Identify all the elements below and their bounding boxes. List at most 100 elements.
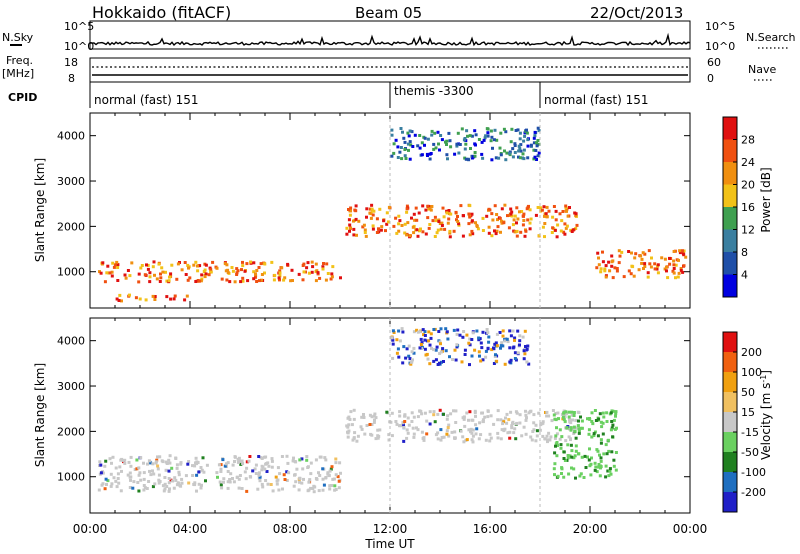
echo-cell: [454, 421, 458, 424]
echo-cell: [377, 227, 380, 231]
echo-cell: [186, 462, 190, 466]
echo-cell: [267, 464, 271, 468]
echo-cell: [385, 211, 389, 215]
echo-cell: [183, 298, 187, 302]
echo-cell: [551, 409, 555, 412]
echo-cell: [156, 464, 160, 468]
echo-cell: [225, 263, 229, 267]
echo-cell: [118, 465, 122, 469]
echo-cell: [376, 436, 380, 440]
echo-cell: [612, 418, 616, 422]
echo-cell: [597, 463, 601, 466]
echo-cell: [511, 147, 515, 151]
echo-cell: [253, 467, 257, 471]
echo-cell: [601, 432, 605, 436]
echo-cell: [553, 436, 557, 440]
echo-cell: [339, 471, 342, 475]
echo-cell: [455, 142, 459, 146]
echo-cell: [507, 226, 511, 230]
echo-cell: [128, 293, 131, 297]
echo-cell: [126, 269, 130, 272]
echo-cell: [593, 468, 597, 472]
echo-cell: [278, 274, 282, 278]
echo-cell: [334, 461, 338, 465]
echo-cell: [488, 432, 492, 436]
echo-cell: [117, 481, 121, 485]
echo-cell: [409, 360, 413, 364]
echo-cell: [195, 473, 199, 477]
echo-cell: [499, 437, 503, 441]
echo-cell: [357, 219, 361, 223]
echo-cell: [503, 149, 506, 153]
echo-cell: [149, 473, 153, 477]
echo-cell: [643, 265, 647, 268]
echo-cell: [641, 251, 645, 255]
echo-cell: [550, 419, 554, 423]
echo-cell: [468, 410, 472, 414]
echo-cell: [568, 206, 571, 209]
echo-cell: [146, 263, 150, 267]
echo-cell: [164, 270, 167, 274]
echo-cell: [165, 485, 169, 488]
echo-cell: [576, 424, 580, 428]
echo-cell: [407, 134, 411, 138]
echo-cell: [153, 482, 157, 486]
echo-cell: [126, 473, 130, 477]
echo-cell: [672, 250, 676, 253]
echo-cell: [241, 279, 245, 283]
echo-cell: [556, 223, 560, 227]
echo-cell: [249, 260, 253, 264]
echo-cell: [518, 131, 522, 135]
echo-cell: [231, 269, 235, 273]
echo-cell: [552, 467, 556, 471]
echo-cell: [421, 436, 425, 440]
echo-cell: [445, 432, 449, 436]
echo-cell: [678, 251, 682, 255]
echo-cell: [672, 259, 676, 263]
echo-cell: [405, 428, 409, 432]
echo-cell: [263, 271, 266, 275]
echo-cell: [219, 470, 223, 473]
echo-cell: [370, 207, 374, 211]
echo-cell: [315, 269, 319, 273]
echo-cell: [228, 478, 232, 481]
echo-cell: [574, 418, 578, 422]
colorbar-swatch: [723, 372, 737, 393]
echo-cell: [515, 411, 519, 415]
echo-cell: [379, 228, 383, 232]
echo-cell: [603, 269, 607, 273]
colorbar-swatch: [723, 352, 737, 373]
echo-cell: [446, 157, 449, 161]
echo-cell: [410, 130, 414, 134]
echo-cell: [536, 154, 540, 158]
echo-cell: [505, 151, 509, 155]
echo-cell: [643, 252, 647, 256]
echo-cell: [489, 129, 493, 133]
echo-cell: [455, 144, 459, 148]
echo-cell: [200, 273, 204, 277]
echo-cell: [523, 134, 527, 138]
echo-cell: [239, 280, 243, 284]
echo-cell: [572, 425, 576, 429]
echo-cell: [255, 269, 259, 272]
echo-cell: [565, 458, 569, 462]
echo-cell: [167, 477, 171, 480]
echo-cell: [200, 277, 204, 281]
echo-cell: [456, 328, 460, 332]
echo-cell: [423, 411, 427, 415]
echo-cell: [421, 204, 425, 208]
echo-cell: [103, 280, 107, 284]
echo-cell: [238, 459, 242, 463]
echo-cell: [563, 420, 567, 424]
echo-cell: [672, 271, 676, 275]
echo-cell: [605, 411, 609, 415]
echo-cell: [524, 229, 528, 233]
echo-cell: [511, 420, 515, 424]
echo-cell: [536, 206, 540, 209]
echo-cell: [572, 467, 576, 471]
echo-cell: [599, 456, 603, 460]
echo-cell: [363, 228, 367, 232]
echo-cell: [672, 263, 676, 267]
echo-cell: [487, 225, 491, 229]
echo-cell: [236, 269, 240, 273]
